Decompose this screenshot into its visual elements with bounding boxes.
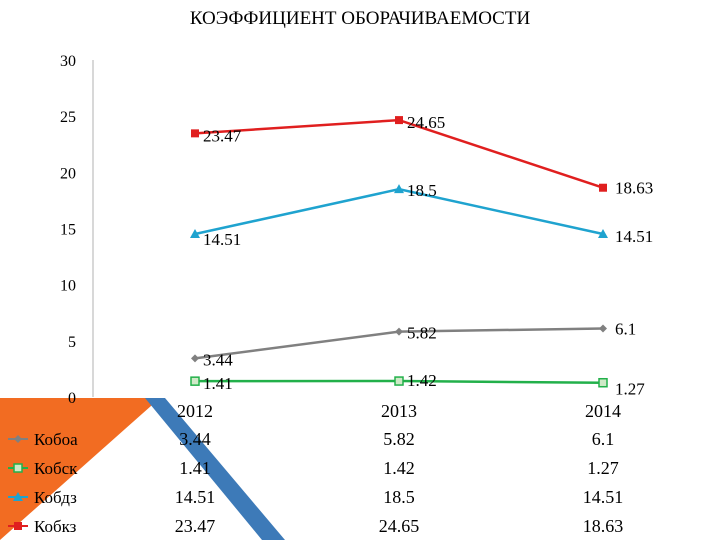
table-cell: 14.51 <box>175 487 216 507</box>
data-point <box>394 184 404 194</box>
data-label: 1.41 <box>203 374 233 393</box>
data-label: 18.63 <box>615 179 653 198</box>
x-tick-label: 2014 <box>585 401 621 421</box>
data-point <box>599 183 607 192</box>
table-cell: 18.63 <box>583 516 624 536</box>
legend-label: Кобоа <box>34 430 78 449</box>
table-cell: 1.41 <box>179 458 211 478</box>
y-tick-label: 15 <box>60 222 76 239</box>
data-point <box>395 327 403 336</box>
blue-stripe-decoration <box>145 398 285 540</box>
data-label: 14.51 <box>203 230 241 249</box>
data-label: 3.44 <box>203 350 233 369</box>
y-tick-label: 0 <box>68 390 76 407</box>
data-point <box>191 129 199 138</box>
data-label: 5.82 <box>407 324 437 343</box>
legend-label: Кобкз <box>34 517 77 536</box>
table-cell: 14.51 <box>583 487 624 507</box>
series-line <box>194 118 604 189</box>
y-tick-label: 30 <box>60 53 76 70</box>
data-point <box>190 229 200 239</box>
series-line <box>194 187 604 236</box>
legend-label: Кобск <box>34 459 78 478</box>
table-cell: 1.27 <box>587 458 619 478</box>
table-cell: 24.65 <box>379 516 420 536</box>
legend-key-marker <box>14 435 22 443</box>
y-tick-label: 20 <box>60 165 76 182</box>
data-point <box>191 354 199 363</box>
data-label: 1.27 <box>615 380 645 399</box>
table-cell: 18.5 <box>383 487 415 507</box>
data-point <box>190 376 200 386</box>
legend-label: Кобдз <box>34 488 77 507</box>
legend-key-marker <box>14 522 22 530</box>
y-tick-label: 5 <box>68 334 76 351</box>
table-cell: 1.42 <box>383 458 415 478</box>
data-label: 14.51 <box>615 227 653 246</box>
data-point <box>598 377 608 388</box>
data-point <box>394 376 404 386</box>
table-cell: 23.47 <box>175 516 216 536</box>
legend-key-marker <box>13 463 23 473</box>
data-point <box>395 116 403 125</box>
table-cell: 3.44 <box>179 429 211 449</box>
table-cell: 5.82 <box>383 429 415 449</box>
y-tick-label: 10 <box>60 278 76 295</box>
orange-triangle-decoration <box>0 398 160 540</box>
table-cell: 6.1 <box>592 429 615 449</box>
data-label: 23.47 <box>203 126 242 145</box>
data-label: 1.42 <box>407 371 437 390</box>
data-point <box>599 324 607 333</box>
legend-key-marker <box>13 492 23 501</box>
chart-title: КОЭФФИЦИЕНТ ОБОРАЧИВАЕМОСТИ <box>189 8 531 29</box>
y-tick-label: 25 <box>60 109 76 126</box>
data-label: 6.1 <box>615 319 636 338</box>
x-tick-label: 2013 <box>381 401 417 421</box>
data-label: 24.65 <box>407 113 445 132</box>
data-label: 18.5 <box>407 181 437 200</box>
x-tick-label: 2012 <box>177 401 213 421</box>
data-point <box>598 229 608 239</box>
